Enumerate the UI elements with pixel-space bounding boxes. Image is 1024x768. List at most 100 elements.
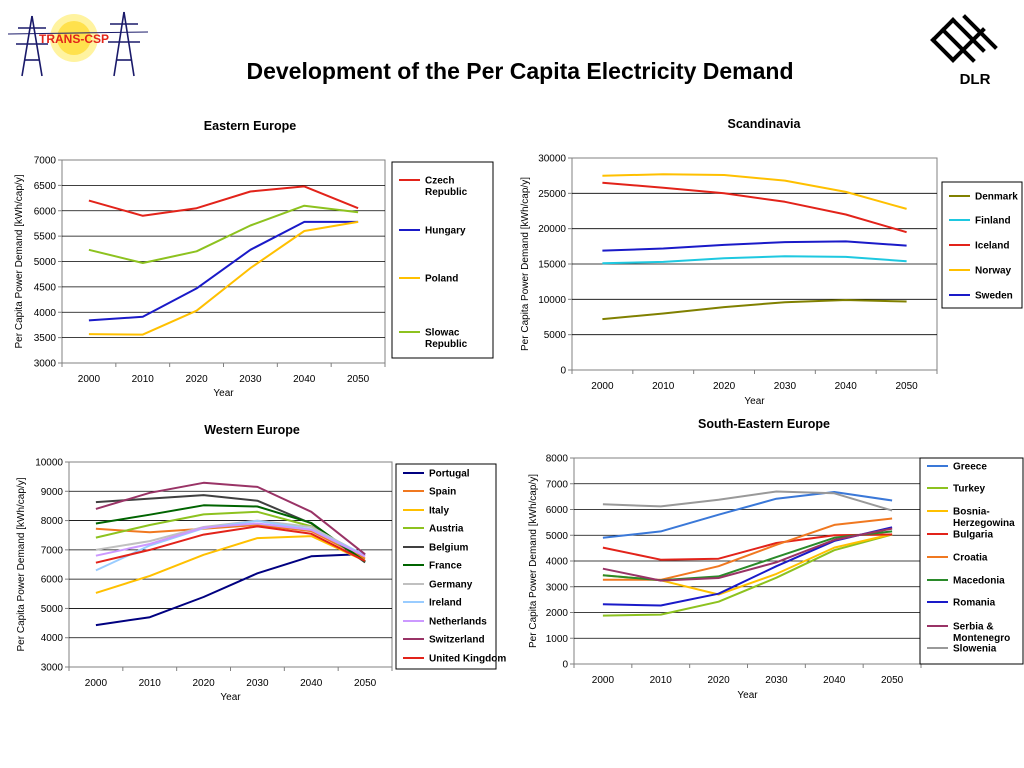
series-line-hungary	[88, 220, 359, 322]
series-line-sweden	[602, 240, 907, 252]
legend-box	[919, 457, 1024, 665]
y-tick-label: 15000	[538, 260, 566, 271]
x-axis-title: Year	[213, 388, 234, 399]
series-line-turkey	[602, 533, 893, 617]
chart-eastern-europe: Eastern Europe 3000 3500 4000 4500 5000 5500 60…	[0, 110, 510, 410]
legend-item-norway: Norway	[975, 266, 1012, 277]
series-line-poland	[88, 220, 359, 336]
chart-southeastern-svg: South-Eastern Europe 0 1000 2000 3000 4000 500…	[528, 417, 1024, 701]
x-tick-label: 2000	[78, 374, 101, 385]
legend-item-hungary: Hungary	[425, 226, 466, 237]
x-tick-label: 2000	[592, 675, 615, 686]
y-tick-label: 8000	[41, 516, 64, 527]
y-tick-label: 7000	[546, 479, 569, 490]
legend-item-portugal: Portugal	[429, 469, 470, 480]
x-tick-label: 2020	[713, 381, 736, 392]
x-tick-label: 2010	[139, 678, 162, 689]
x-tick-label: 2040	[293, 374, 316, 385]
page-title: Development of the Per Capita Electricit…	[246, 58, 794, 84]
y-tick-label: 5000	[34, 257, 57, 268]
chart-title: Western Europe	[204, 423, 300, 437]
y-tick-label: 10000	[35, 458, 63, 469]
x-tick-label: 2030	[765, 675, 788, 686]
y-axis-title: Per Capita Power Demand [kWh/cap/y]	[520, 177, 531, 351]
y-axis-title: Per Capita Power Demand [kWh/cap/y]	[16, 477, 27, 651]
y-axis-title: Per Capita Power Demand [kWh/cap/y]	[528, 474, 539, 648]
y-tick-label: 4500	[34, 282, 57, 293]
x-axis-title: Year	[744, 396, 765, 407]
dlr-mark-icon	[930, 14, 998, 63]
sun-icon	[50, 14, 98, 62]
x-tick-label: 2030	[246, 678, 269, 689]
chart-scandinavia-svg: Scandinavia 0 5000 10000 15000 20000 25000 3000…	[520, 117, 1023, 407]
y-tick-label: 0	[560, 366, 566, 377]
legend-item-romania: Romania	[953, 598, 996, 609]
x-tick-label: 2010	[650, 675, 673, 686]
series-line-bulgaria	[602, 533, 893, 561]
series-line-netherlands	[95, 522, 366, 558]
y-tick-label: 6500	[34, 181, 57, 192]
dlr-logo: DLR	[925, 12, 1015, 88]
series-line-spain	[95, 524, 366, 560]
y-tick-label: 5000	[41, 604, 64, 615]
x-tick-label: 2040	[300, 678, 323, 689]
legend-item-croatia: Croatia	[953, 553, 988, 564]
legend-item-czech-republic: Czech Republic	[425, 176, 468, 199]
chart-western-europe: Western Europe 3000 4000 5000 6000 7000 8000 90…	[0, 414, 510, 714]
pylon-left-icon	[16, 15, 48, 77]
trans-csp-logo: TRANS-CSP	[7, 8, 149, 78]
y-tick-label: 9000	[41, 487, 64, 498]
legend-item-slowac-republic: Slowac Republic	[425, 328, 468, 351]
series-line-norway	[602, 173, 907, 210]
logo-right-text: DLR	[960, 71, 991, 87]
legend-item-slowenia: Slowenia	[953, 644, 997, 655]
legend-item-switzerland: Switzerland	[429, 635, 485, 646]
chart-title: South-Eastern Europe	[698, 417, 830, 431]
legend-box	[395, 463, 497, 670]
chart-title: Eastern Europe	[204, 119, 296, 133]
series-line-slowac-republic	[88, 204, 359, 264]
chart-south-eastern-europe: South-Eastern Europe 0 1000 2000 3000 4000 500…	[512, 408, 1024, 714]
y-tick-label: 3500	[34, 333, 57, 344]
y-tick-label: 3000	[41, 663, 64, 674]
x-tick-label: 2020	[707, 675, 730, 686]
chart-title: Scandinavia	[728, 117, 802, 131]
y-tick-label: 8000	[546, 454, 569, 465]
y-tick-label: 1000	[546, 634, 569, 645]
x-tick-label: 2020	[185, 374, 208, 385]
legend-item-netherlands: Netherlands	[429, 617, 487, 628]
series-line-czech-republic	[88, 185, 359, 217]
series-line-united-kingdom	[95, 525, 366, 564]
series-line-italy	[95, 535, 366, 594]
legend-item-serbia-montenegro: Serbia & Montenegro	[953, 622, 1010, 645]
y-tick-label: 3000	[546, 582, 569, 593]
legend-item-iceland: Iceland	[975, 241, 1009, 252]
y-axis-title: Per Capita Power Demand [kWh/cap/y]	[14, 174, 25, 348]
x-tick-label: 2050	[895, 381, 918, 392]
legend-item-turkey: Turkey	[953, 484, 985, 495]
chart-eastern-svg: Eastern Europe 3000 3500 4000 4500 5000 5500 60…	[14, 119, 494, 399]
legend-item-belgium: Belgium	[429, 543, 469, 554]
series-line-greece	[602, 491, 893, 539]
y-tick-label: 30000	[538, 154, 566, 165]
pylon-right-icon	[108, 11, 140, 77]
series-line-france	[95, 504, 366, 563]
legend-item-finland: Finland	[975, 216, 1011, 227]
y-tick-label: 5000	[544, 330, 567, 341]
legend-item-greece: Greece	[953, 462, 987, 473]
y-tick-label: 20000	[538, 224, 566, 235]
y-tick-label: 7000	[41, 545, 64, 556]
y-tick-label: 3000	[34, 359, 57, 370]
y-tick-label: 4000	[34, 308, 57, 319]
legend-item-bulgaria: Bulgaria	[953, 530, 993, 541]
x-tick-label: 2050	[347, 374, 370, 385]
dlr-logo-graphic: DLR	[930, 14, 998, 88]
y-tick-label: 6000	[546, 505, 569, 516]
y-tick-label: 10000	[538, 295, 566, 306]
x-tick-label: 2050	[354, 678, 377, 689]
chart-western-svg: Western Europe 3000 4000 5000 6000 7000 8000 90…	[16, 423, 506, 703]
series-line-iceland	[602, 181, 907, 234]
series-line-finland	[602, 255, 907, 265]
legend-item-spain: Spain	[429, 487, 456, 498]
x-axis-title: Year	[737, 690, 758, 701]
